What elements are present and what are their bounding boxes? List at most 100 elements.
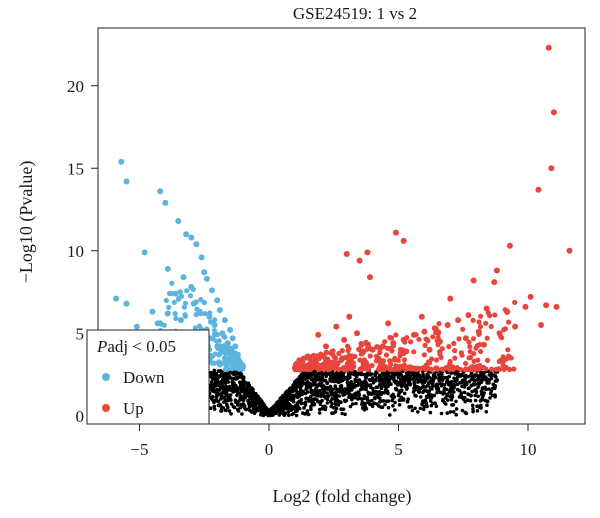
up-point [506, 242, 513, 249]
ns-point [433, 371, 437, 376]
ns-point [344, 398, 349, 403]
ns-point [229, 412, 233, 416]
ns-point [419, 379, 424, 384]
ns-point [353, 393, 358, 398]
ns-point [356, 390, 361, 395]
ns-point [386, 378, 390, 382]
down-point [221, 347, 227, 353]
up-point [437, 349, 443, 355]
x-tick-label: 0 [265, 440, 274, 459]
ns-point [419, 395, 423, 399]
down-point [221, 317, 228, 324]
ns-point [476, 394, 481, 399]
ns-point [231, 404, 236, 409]
ns-point [309, 407, 313, 412]
ns-point [230, 380, 235, 384]
ns-point [345, 377, 350, 382]
up-point [522, 303, 529, 310]
down-point [210, 336, 216, 342]
ns-point [222, 400, 226, 404]
ns-point [402, 380, 407, 385]
up-point [426, 346, 433, 353]
up-point [435, 366, 441, 372]
ns-point [478, 399, 483, 403]
ns-point [235, 407, 240, 412]
ns-point [311, 397, 315, 402]
ns-point [396, 393, 401, 398]
up-point [421, 352, 427, 358]
up-point [471, 358, 477, 364]
ns-point [477, 381, 481, 385]
up-point [489, 366, 495, 372]
ns-point [315, 398, 319, 402]
ns-point [383, 388, 388, 393]
ns-point [221, 376, 226, 381]
up-point [404, 335, 410, 341]
ns-point [416, 387, 421, 391]
ns-point [450, 387, 454, 391]
ns-point [348, 404, 353, 409]
down-point [133, 323, 140, 330]
down-point [237, 358, 243, 364]
up-point [357, 366, 363, 373]
down-point [212, 332, 218, 338]
ns-point [393, 408, 397, 412]
ns-point [418, 406, 423, 411]
ns-point [264, 410, 269, 414]
ns-point [341, 377, 346, 382]
x-axis-label: Log2 (fold change) [273, 486, 412, 507]
up-point [385, 345, 391, 351]
up-point [488, 323, 494, 330]
ns-point [247, 401, 251, 406]
ns-point [373, 396, 377, 401]
x-tick-label: −5 [130, 440, 148, 459]
ns-point [324, 373, 329, 377]
ns-point [215, 394, 219, 399]
down-point [211, 328, 217, 334]
ns-point [451, 410, 456, 414]
down-point [149, 308, 156, 315]
ns-point [209, 383, 213, 387]
up-point [440, 366, 446, 372]
ns-point [462, 390, 467, 395]
ns-point [300, 374, 305, 378]
down-point [229, 345, 235, 351]
ns-point [410, 408, 415, 413]
ns-point [487, 387, 491, 391]
up-point [345, 348, 351, 354]
down-point [209, 287, 215, 294]
up-point [343, 251, 350, 257]
ns-point [397, 398, 402, 403]
ns-point [225, 403, 229, 408]
ns-point [210, 386, 214, 390]
ns-point [325, 391, 329, 395]
up-point [483, 305, 490, 312]
ns-point [323, 404, 327, 409]
ns-point [459, 391, 464, 395]
ns-point [450, 403, 454, 407]
up-point [314, 365, 320, 371]
plot-frame [97, 27, 586, 425]
ns-point [479, 406, 483, 410]
ns-point [363, 375, 368, 380]
up-point [346, 313, 353, 320]
ns-point [235, 403, 240, 407]
up-point [292, 366, 298, 373]
down-point [184, 288, 190, 294]
up-point [364, 249, 371, 256]
up-points [291, 44, 573, 373]
up-point [356, 257, 363, 264]
up-point [491, 279, 498, 286]
ns-point [413, 377, 418, 382]
ns-point [303, 403, 308, 407]
ns-point [282, 401, 287, 405]
ns-point [434, 385, 439, 390]
ns-point [235, 386, 240, 390]
ns-point [402, 375, 407, 380]
up-point [467, 366, 473, 373]
ns-point [482, 372, 486, 376]
ns-point [449, 380, 454, 384]
up-point [392, 229, 399, 236]
ns-point [281, 408, 286, 412]
ns-point [341, 407, 346, 412]
